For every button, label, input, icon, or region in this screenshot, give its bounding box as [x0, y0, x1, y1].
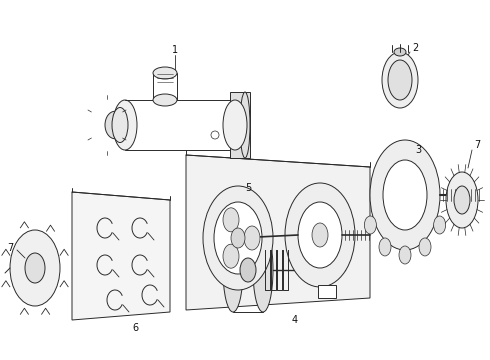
Ellipse shape	[112, 108, 128, 143]
Ellipse shape	[214, 202, 262, 274]
Ellipse shape	[312, 223, 328, 247]
Text: 2: 2	[412, 43, 418, 53]
Ellipse shape	[454, 186, 470, 214]
Ellipse shape	[434, 216, 445, 234]
Bar	[230, 92, 250, 158]
Ellipse shape	[105, 111, 125, 139]
Ellipse shape	[379, 238, 391, 256]
Ellipse shape	[399, 246, 411, 264]
Ellipse shape	[419, 238, 431, 256]
Text: 3: 3	[415, 145, 421, 155]
Ellipse shape	[394, 48, 406, 56]
Ellipse shape	[223, 244, 239, 268]
Text: 7: 7	[7, 243, 13, 253]
Ellipse shape	[298, 202, 342, 268]
Ellipse shape	[446, 172, 478, 228]
Ellipse shape	[240, 258, 256, 282]
Ellipse shape	[153, 94, 177, 106]
Ellipse shape	[382, 52, 418, 108]
Ellipse shape	[223, 100, 247, 150]
Ellipse shape	[285, 183, 355, 287]
Ellipse shape	[203, 186, 273, 290]
Ellipse shape	[370, 140, 440, 250]
Ellipse shape	[383, 160, 427, 230]
Ellipse shape	[223, 208, 239, 232]
Text: 4: 4	[292, 315, 298, 325]
Ellipse shape	[113, 100, 137, 150]
Ellipse shape	[240, 92, 250, 158]
Ellipse shape	[153, 67, 177, 79]
Text: 6: 6	[132, 323, 138, 333]
Polygon shape	[72, 192, 170, 320]
Ellipse shape	[231, 228, 245, 248]
Ellipse shape	[223, 228, 243, 312]
Bar	[318, 285, 336, 298]
Text: 7: 7	[474, 140, 480, 150]
Ellipse shape	[388, 60, 412, 100]
Text: 5: 5	[245, 183, 251, 193]
Ellipse shape	[244, 226, 260, 250]
Ellipse shape	[365, 216, 376, 234]
Text: 1: 1	[172, 45, 178, 55]
Ellipse shape	[25, 253, 45, 283]
Ellipse shape	[253, 228, 273, 312]
Ellipse shape	[10, 230, 60, 306]
Polygon shape	[186, 155, 370, 310]
